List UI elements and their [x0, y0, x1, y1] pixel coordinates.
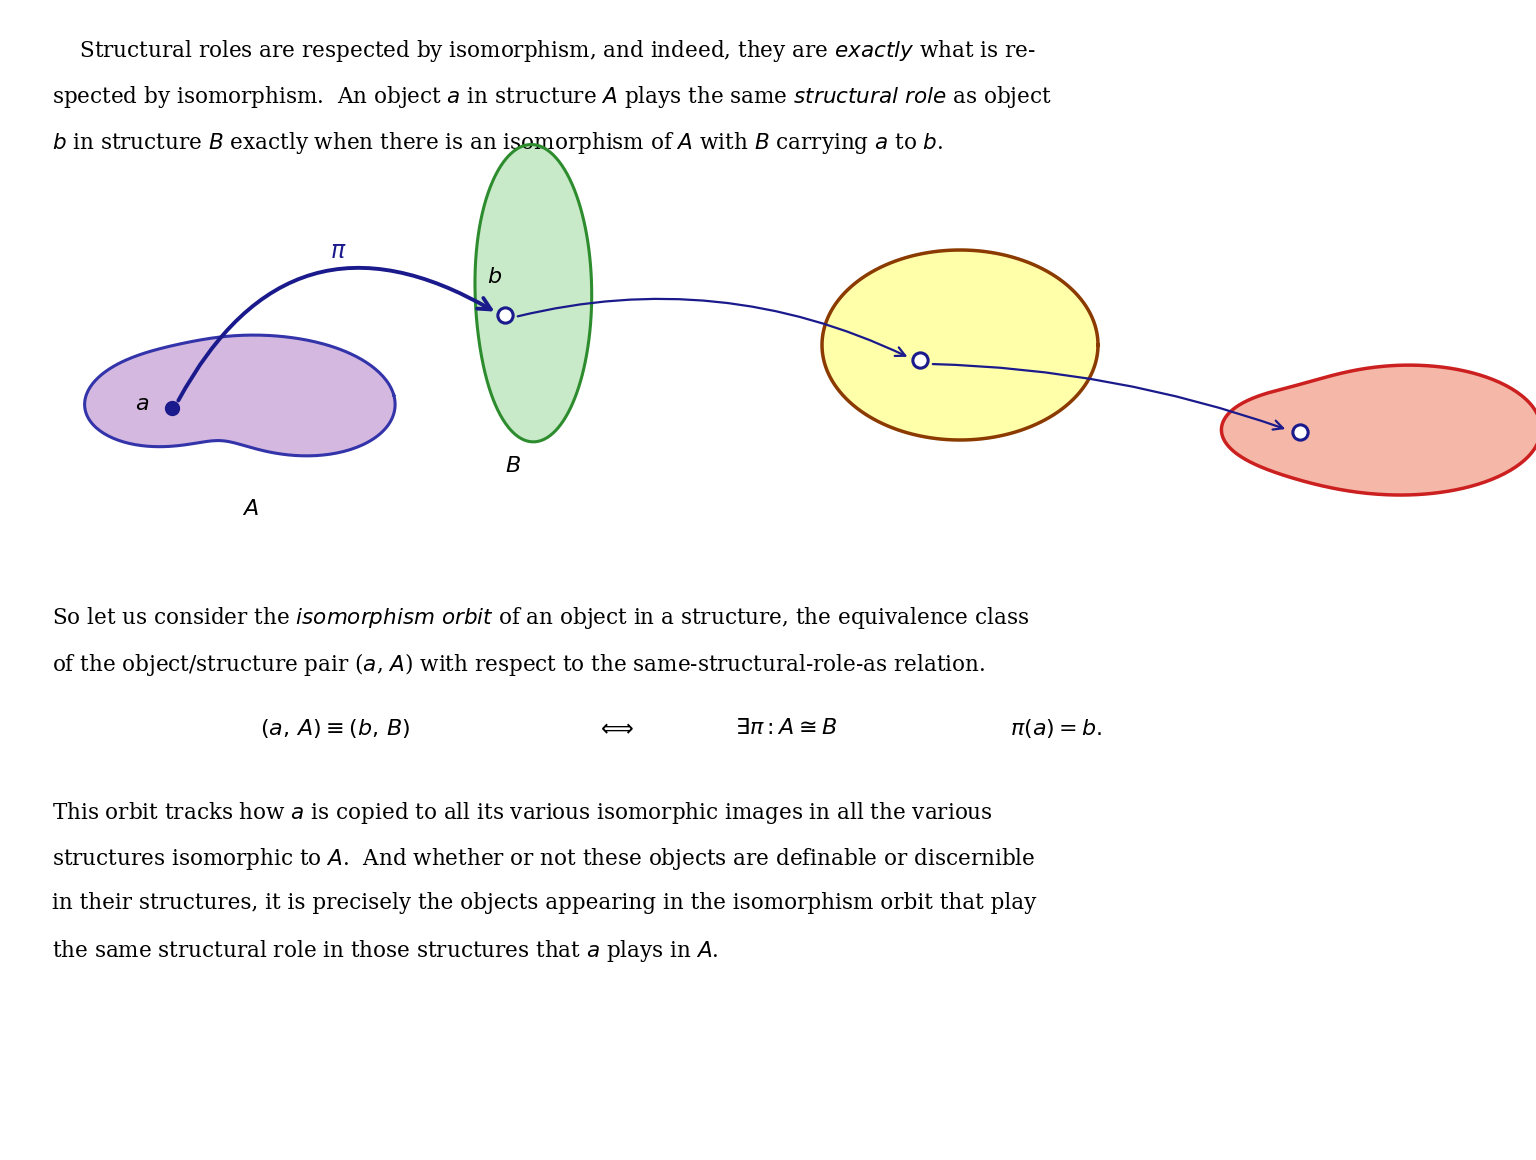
- FancyArrowPatch shape: [518, 299, 905, 356]
- Text: $\it{b}$ in structure $\it{B}$ exactly when there is an isomorphism of $\it{A}$ : $\it{b}$ in structure $\it{B}$ exactly w…: [52, 130, 943, 155]
- Polygon shape: [822, 251, 1098, 440]
- Polygon shape: [475, 145, 591, 442]
- Text: Structural roles are respected by isomorphism, and indeed, they are $\it{exactly: Structural roles are respected by isomor…: [52, 38, 1035, 64]
- Text: $\exists\pi : \it{A} \cong \it{B}$: $\exists\pi : \it{A} \cong \it{B}$: [736, 717, 837, 739]
- Text: the same structural role in those structures that $\it{a}$ plays in $\it{A}$.: the same structural role in those struct…: [52, 938, 719, 964]
- Text: So let us consider the $\it{isomorphism\ orbit}$ of an object in a structure, th: So let us consider the $\it{isomorphism\…: [52, 606, 1029, 631]
- Text: $\it{B}$: $\it{B}$: [505, 455, 521, 477]
- Text: spected by isomorphism.  An object $\it{a}$ in structure $\it{A}$ plays the same: spected by isomorphism. An object $\it{a…: [52, 84, 1052, 110]
- Text: structures isomorphic to $\it{A}$.  And whether or not these objects are definab: structures isomorphic to $\it{A}$. And w…: [52, 846, 1035, 872]
- Text: $\it{a}$: $\it{a}$: [135, 393, 149, 415]
- Text: $\it{A}$: $\it{A}$: [243, 498, 260, 520]
- Polygon shape: [84, 335, 395, 456]
- Text: $\it{b}$: $\it{b}$: [487, 266, 502, 288]
- Text: $\Longleftrightarrow$: $\Longleftrightarrow$: [596, 717, 634, 739]
- FancyArrowPatch shape: [932, 364, 1283, 429]
- Polygon shape: [1221, 365, 1536, 495]
- Text: $(\it{a},\, \it{A}) \equiv (\it{b},\, \it{B})$: $(\it{a},\, \it{A}) \equiv (\it{b},\, \i…: [260, 717, 410, 740]
- Text: of the object/structure pair ($\it{a}$, $\it{A}$) with respect to the same-struc: of the object/structure pair ($\it{a}$, …: [52, 651, 985, 677]
- Text: $\pi$: $\pi$: [330, 240, 346, 263]
- FancyArrowPatch shape: [178, 268, 492, 400]
- Text: in their structures, it is precisely the objects appearing in the isomorphism or: in their structures, it is precisely the…: [52, 892, 1037, 914]
- Text: $\pi(\it{a}) = \it{b}.$: $\pi(\it{a}) = \it{b}.$: [1011, 717, 1103, 740]
- Text: This orbit tracks how $\it{a}$ is copied to all its various isomorphic images in: This orbit tracks how $\it{a}$ is copied…: [52, 800, 992, 826]
